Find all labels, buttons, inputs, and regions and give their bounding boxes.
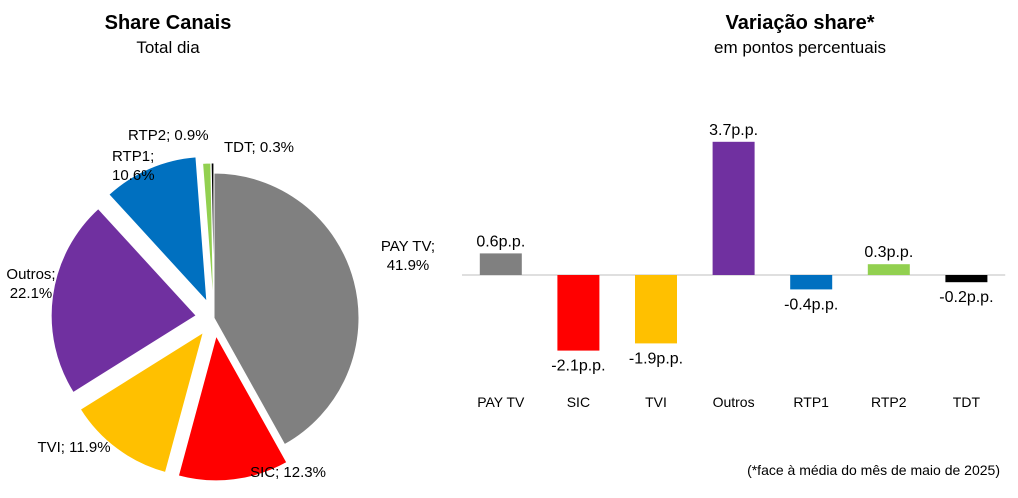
pie-label-outros: Outros; 22.1%: [6, 266, 55, 302]
bar-outros: [712, 141, 755, 275]
bar-value-label-sic: -2.1p.p.: [551, 358, 605, 375]
pie-chart-title: Share Canais: [104, 12, 232, 34]
bar-chart-title: Variação share*: [725, 12, 875, 34]
pie-chart-subtitle: Total dia: [136, 38, 200, 57]
bar-value-label-tdt: -0.2p.p.: [939, 289, 993, 306]
bar-category-label-rtp1: RTP1: [793, 394, 829, 410]
bar-value-label-outros: 3.7p.p.: [709, 122, 758, 139]
pie-label-rtp1: RTP1; 10.6%: [112, 148, 155, 184]
bar-category-label-rtp2: RTP2: [871, 394, 907, 410]
pie-slice-rtp1: [108, 156, 208, 303]
bar-sic: [557, 275, 600, 351]
pie-label-tdt: TDT; 0.3%: [224, 139, 294, 156]
pie-slice-sic: [177, 334, 288, 482]
bar-category-label-sic: SIC: [567, 394, 590, 410]
bar-pay-tv: [479, 253, 522, 275]
pie-slice-pay-tv: [213, 172, 360, 446]
bar-value-label-rtp2: 0.3p.p.: [864, 244, 913, 261]
pie-label-pay-tv: PAY TV; 41.9%: [381, 238, 435, 274]
pie-slice-outros: [50, 207, 197, 394]
bar-rtp2: [867, 264, 910, 275]
bar-category-label-tvi: TVI: [645, 394, 667, 410]
bar-category-label-pay-tv: PAY TV: [477, 394, 525, 410]
bar-value-label-rtp1: -0.4p.p.: [784, 296, 838, 313]
bar-category-label-tdt: TDT: [953, 394, 981, 410]
pie-label-sic: SIC; 12.3%: [250, 464, 326, 481]
bar-value-label-tvi: -1.9p.p.: [629, 350, 683, 367]
bar-tvi: [635, 275, 677, 344]
bar-category-label-outros: Outros: [713, 394, 755, 410]
bar-chart: 0.6p.p. PAY TV -2.1p.p. SIC -1.9p.p. TVI 3.7p.…: [462, 122, 1006, 410]
pie-chart: PAY TV; 41.9% SIC; 12.3% TVI; 11.9% Outros; 2…: [6, 127, 435, 482]
bar-chart-subtitle: em pontos percentuais: [714, 38, 886, 57]
bar-tdt: [945, 275, 988, 283]
pie-slice-tvi: [79, 331, 205, 474]
pie-slice-tdt: [210, 162, 215, 309]
pie-label-rtp2: RTP2; 0.9%: [128, 127, 209, 144]
pie-label-tvi: TVI; 11.9%: [37, 439, 110, 456]
bar-value-label-pay-tv: 0.6p.p.: [476, 233, 525, 250]
bar-rtp1: [790, 275, 833, 290]
footnote: (*face à média do mês de maio de 2025): [747, 462, 1000, 478]
